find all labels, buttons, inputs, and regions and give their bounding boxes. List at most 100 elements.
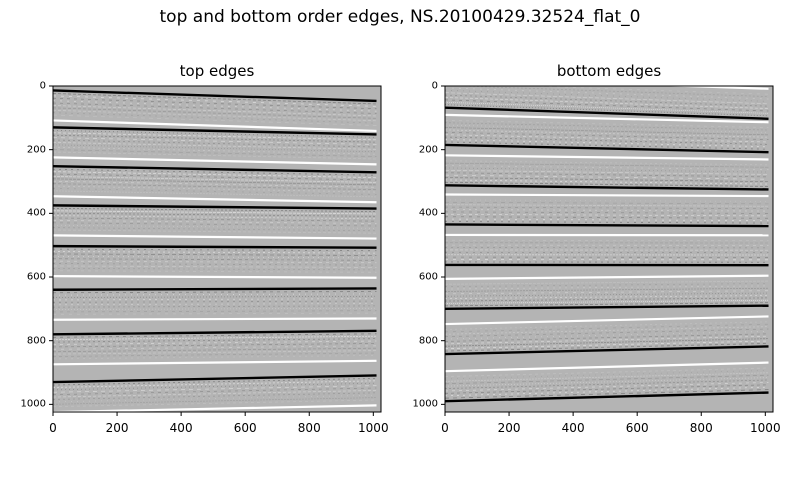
- texture-stripe: [53, 265, 377, 268]
- texture-stripe: [53, 291, 377, 294]
- texture-stripe: [53, 392, 377, 400]
- image-background: [445, 86, 773, 412]
- edge-line-6: [445, 304, 769, 311]
- heatmap-panel-top-edges: [49, 85, 382, 416]
- y-tick-label: 0: [431, 80, 438, 92]
- texture-stripe: [445, 290, 769, 295]
- texture-stripe: [445, 136, 769, 145]
- texture-stripe: [53, 385, 377, 393]
- panel-title-top-edges: top edges: [179, 62, 255, 80]
- texture-stripe: [449, 86, 769, 97]
- texture-stripe: [53, 102, 377, 114]
- texture-stripe: [445, 321, 769, 330]
- axes-frame: [444, 85, 774, 413]
- white-gap-line: [445, 113, 769, 124]
- x-tick-label: 1000: [358, 421, 389, 435]
- x-tick-label: 400: [561, 421, 585, 435]
- y-tick-label: 800: [26, 335, 46, 347]
- white-gap-line: [53, 119, 377, 133]
- texture-stripe: [53, 253, 377, 256]
- texture-stripe: [53, 212, 377, 217]
- edge-line-4: [445, 223, 769, 228]
- texture-stripe: [53, 97, 377, 110]
- texture-stripe: [53, 139, 377, 148]
- image-background: [53, 86, 381, 412]
- texture-stripe: [445, 374, 769, 385]
- texture-stripe: [53, 219, 377, 224]
- texture-stripe: [445, 201, 769, 205]
- texture-stripe: [53, 149, 377, 157]
- white-gap-line: [53, 234, 377, 240]
- texture-stripe: [445, 218, 769, 222]
- figure-title: top and bottom order edges, NS.20100429.…: [159, 7, 641, 27]
- texture-stripe: [53, 387, 377, 396]
- x-tick-label: 600: [625, 421, 649, 435]
- white-gap-line: [445, 193, 769, 198]
- texture-stripe: [53, 109, 377, 122]
- y-tick-label: 200: [26, 144, 46, 156]
- texture-stripe: [53, 338, 377, 343]
- edge-line-2: [53, 126, 377, 136]
- edge-line-2: [445, 143, 769, 154]
- texture-stripe: [53, 229, 377, 234]
- texture-stripe: [445, 204, 769, 207]
- x-tick-label: 600: [233, 421, 257, 435]
- texture-stripe: [445, 379, 769, 389]
- white-gap-line: [445, 274, 769, 280]
- y-tick-label: 800: [418, 335, 438, 347]
- texture-stripe: [445, 127, 769, 136]
- texture-stripe: [445, 326, 769, 335]
- texture-stripe: [53, 380, 377, 388]
- texture-stripe: [445, 302, 769, 307]
- edge-line-1: [53, 89, 377, 103]
- texture-stripe: [53, 207, 377, 212]
- texture-stripe: [53, 171, 377, 179]
- texture-stripe: [445, 323, 769, 333]
- texture-stripe: [53, 114, 377, 126]
- edge-line-3: [53, 165, 377, 174]
- texture-stripe: [445, 328, 769, 338]
- edge-line-6: [53, 287, 377, 291]
- texture-stripe: [445, 177, 769, 183]
- x-tick-label: 200: [105, 421, 129, 435]
- texture-stripe: [53, 312, 377, 315]
- x-tick-label: 800: [297, 421, 321, 435]
- texture-stripe: [445, 216, 769, 219]
- edge-line-3: [445, 184, 769, 191]
- texture-stripe: [53, 260, 377, 264]
- texture-stripe: [53, 248, 377, 252]
- edge-line-8: [53, 374, 377, 384]
- white-gap-line: [445, 361, 769, 373]
- texture-stripe: [53, 183, 377, 191]
- texture-stripe: [53, 93, 377, 105]
- texture-stripe: [53, 227, 377, 232]
- edge-line-7: [53, 329, 377, 336]
- texture-stripe: [53, 178, 377, 186]
- edge-line-5: [53, 244, 377, 249]
- texture-stripe: [445, 280, 769, 285]
- texture-stripe: [445, 221, 769, 224]
- white-gap-line: [53, 317, 377, 321]
- white-gap-line: [53, 156, 377, 166]
- white-gap-line: [53, 195, 377, 204]
- texture-stripe: [445, 99, 769, 112]
- texture-stripe: [53, 132, 377, 141]
- texture-stripe: [53, 107, 377, 119]
- texture-stripe: [53, 270, 377, 273]
- texture-stripe: [445, 206, 769, 210]
- y-tick-label: 200: [418, 144, 438, 156]
- texture-stripe: [53, 377, 377, 386]
- texture-stripe: [519, 86, 769, 95]
- heatmap-panel-bottom-edges: [441, 85, 774, 416]
- texture-stripe: [53, 333, 377, 338]
- texture-stripe: [445, 297, 769, 302]
- texture-stripe: [53, 137, 377, 145]
- texture-stripe: [53, 215, 377, 220]
- edge-line-4: [53, 204, 377, 210]
- texture-stripe: [445, 122, 769, 131]
- y-tick-label: 1000: [412, 398, 438, 410]
- texture-stripe: [445, 160, 769, 166]
- texture-stripe: [445, 119, 769, 129]
- texture-stripe: [445, 162, 769, 168]
- texture-stripe: [53, 350, 377, 355]
